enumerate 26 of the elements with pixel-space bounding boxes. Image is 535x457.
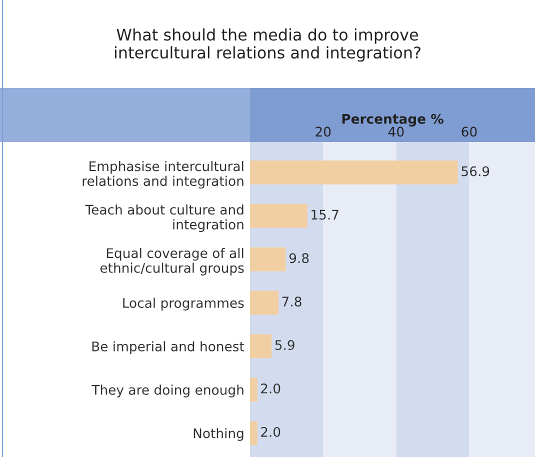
bar [250, 334, 272, 358]
y-tick-label: Be imperial and honest [92, 341, 244, 354]
y-tick-label: They are doing enough [92, 384, 244, 398]
data-label: 9.8 [289, 253, 309, 264]
y-tick-label: Equal coverage of all ethnic/cultural groups [100, 248, 244, 276]
bar [250, 204, 308, 228]
bar [250, 290, 278, 315]
data-label: 5.9 [275, 340, 294, 350]
bar [250, 247, 286, 272]
x-tick-label: 20 [316, 126, 331, 137]
y-tick-label: Local programmes [123, 298, 244, 311]
data-label: 7.8 [282, 296, 302, 307]
bar [250, 378, 258, 402]
data-label: 56.9 [462, 166, 490, 176]
data-label: 15.7 [312, 210, 338, 220]
bar [250, 160, 458, 184]
bar [250, 421, 258, 446]
x-axis-title: Percentage % [342, 114, 444, 127]
data-label: 2.0 [261, 384, 280, 394]
x-tick-label: 60 [462, 126, 477, 137]
data-label: 2.0 [261, 426, 280, 437]
x-tick-label: 40 [388, 126, 404, 137]
y-tick-label: Nothing [194, 428, 244, 441]
y-tick-label: Emphasise intercultural relations and integration [82, 161, 244, 189]
chart-title: What should the media do to improve intercultural relations and integration? [114, 28, 420, 62]
y-tick-label: Teach about culture and integration [85, 204, 244, 232]
